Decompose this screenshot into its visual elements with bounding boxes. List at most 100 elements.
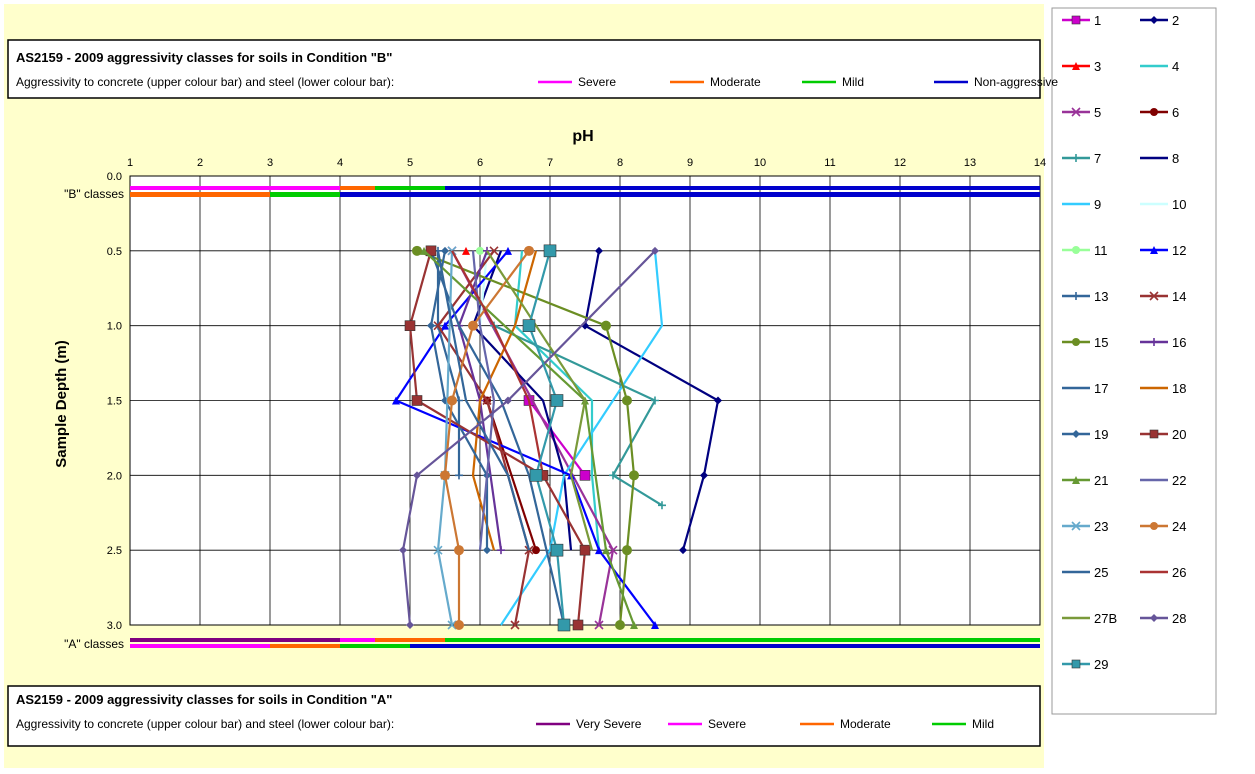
data-point-15 [622,545,632,556]
legend-item-28: 28 [1140,611,1186,626]
legend-item-29: 29 [1062,657,1108,672]
legend-item-8: 8 [1140,151,1179,166]
series-line-29 [527,250,566,626]
legend-item-3: 3 [1062,59,1101,74]
data-point-12 [651,621,659,629]
legend-item-18: 18 [1140,381,1186,396]
class-label: Mild [972,717,994,731]
a-steel-class-segment [340,644,410,648]
x-tick-label: 8 [617,157,623,169]
a-steel-class-segment [270,644,340,648]
series-14 [433,246,534,630]
data-point-20 [404,320,416,331]
legend-marker [1072,62,1080,70]
data-point-19 [483,546,491,555]
data-point-29 [543,244,557,258]
legend-background [1051,7,1217,715]
legend-marker [1072,430,1080,438]
a-steel-class-segment [130,644,270,648]
data-point-15 [615,620,625,630]
legend-item-12: 12 [1140,243,1186,258]
y-tick-label: 1.5 [107,396,122,408]
data-point-20 [579,544,591,556]
condition-b-box: AS2159 - 2009 aggressivity classes for s… [7,39,1058,99]
data-point-24 [468,320,478,331]
data-point-5 [594,620,604,630]
b-concrete-class-segment [340,186,375,190]
series-18 [471,250,538,551]
data-point-21 [602,546,610,555]
data-point-28 [399,546,407,555]
legend-item-10: 10 [1140,197,1186,212]
legend-item-23: 23 [1062,519,1108,534]
class-label: Moderate [710,75,761,89]
legend-label: 22 [1172,473,1186,488]
legend-label: 6 [1172,105,1179,120]
data-point-14 [510,620,520,630]
data-point-21 [630,621,638,629]
x-tick-label: 2 [197,157,203,169]
legend-item-5: 5 [1062,105,1101,120]
legend-item-17: 17 [1062,381,1108,396]
legend-marker [1150,16,1158,24]
data-point-28 [413,471,421,480]
legend-label: 25 [1094,565,1108,580]
y-tick-label: 2.5 [107,545,122,557]
legend-label: 14 [1172,289,1186,304]
legend-marker [1150,338,1158,346]
x-tick-label: 11 [824,157,835,169]
series-29 [522,244,571,632]
data-point-7 [609,471,617,480]
series-25 [436,250,531,551]
x-tick-label: 14 [1034,157,1046,169]
data-point-12 [504,246,512,255]
b-steel-class-segment [270,192,340,197]
legend-item-15: 15 [1062,335,1108,350]
data-point-24 [524,245,534,256]
data-point-20 [572,619,584,631]
series-line-9 [500,250,664,626]
b-steel-class-segment [130,192,270,197]
legend-label: 21 [1094,473,1108,488]
data-point-24 [447,395,457,406]
data-point-5 [608,545,618,555]
data-point-2 [714,396,722,405]
series-line-20 [408,250,587,626]
y-tick-label: 0.5 [107,246,122,258]
data-point-24 [440,470,450,481]
legend-label: 7 [1094,151,1101,166]
class-label: Mild [842,75,864,89]
x-tick-label: 13 [964,157,976,169]
series-4 [513,250,601,551]
legend-item-7: 7 [1062,151,1101,166]
x-tick-label: 10 [754,157,766,169]
series-line-27B [486,250,594,551]
legend-marker [1072,338,1080,346]
legend-item-2: 2 [1140,13,1179,28]
series-line-26 [451,250,545,476]
class-label: Non-aggressive [974,75,1058,89]
legend-label: 9 [1094,197,1101,212]
legend-marker [1149,429,1159,439]
series-line-23 [436,250,454,626]
data-point-15 [629,470,639,481]
data-point-28 [406,621,414,629]
series-line-24 [443,250,530,625]
series-3 [462,246,470,255]
legend-label: 8 [1172,151,1179,166]
b-steel-class-segment [340,192,1040,197]
data-point-23 [433,545,443,555]
legend-label: 16 [1172,335,1186,350]
legend-label: 13 [1094,289,1108,304]
legend-item-24: 24 [1140,519,1186,534]
x-tick-label: 1 [127,157,133,169]
y-axis-title: Sample Depth (m) [53,340,70,468]
x-tick-label: 7 [547,157,553,169]
class-label: Severe [578,75,616,89]
y-tick-label: 0.0 [107,171,122,183]
legend-label: 11 [1094,243,1108,258]
a-classes-label: "A" classes [64,637,124,651]
data-point-14 [489,246,499,256]
data-point-16 [497,546,505,555]
legend-item-20: 20 [1140,427,1186,442]
